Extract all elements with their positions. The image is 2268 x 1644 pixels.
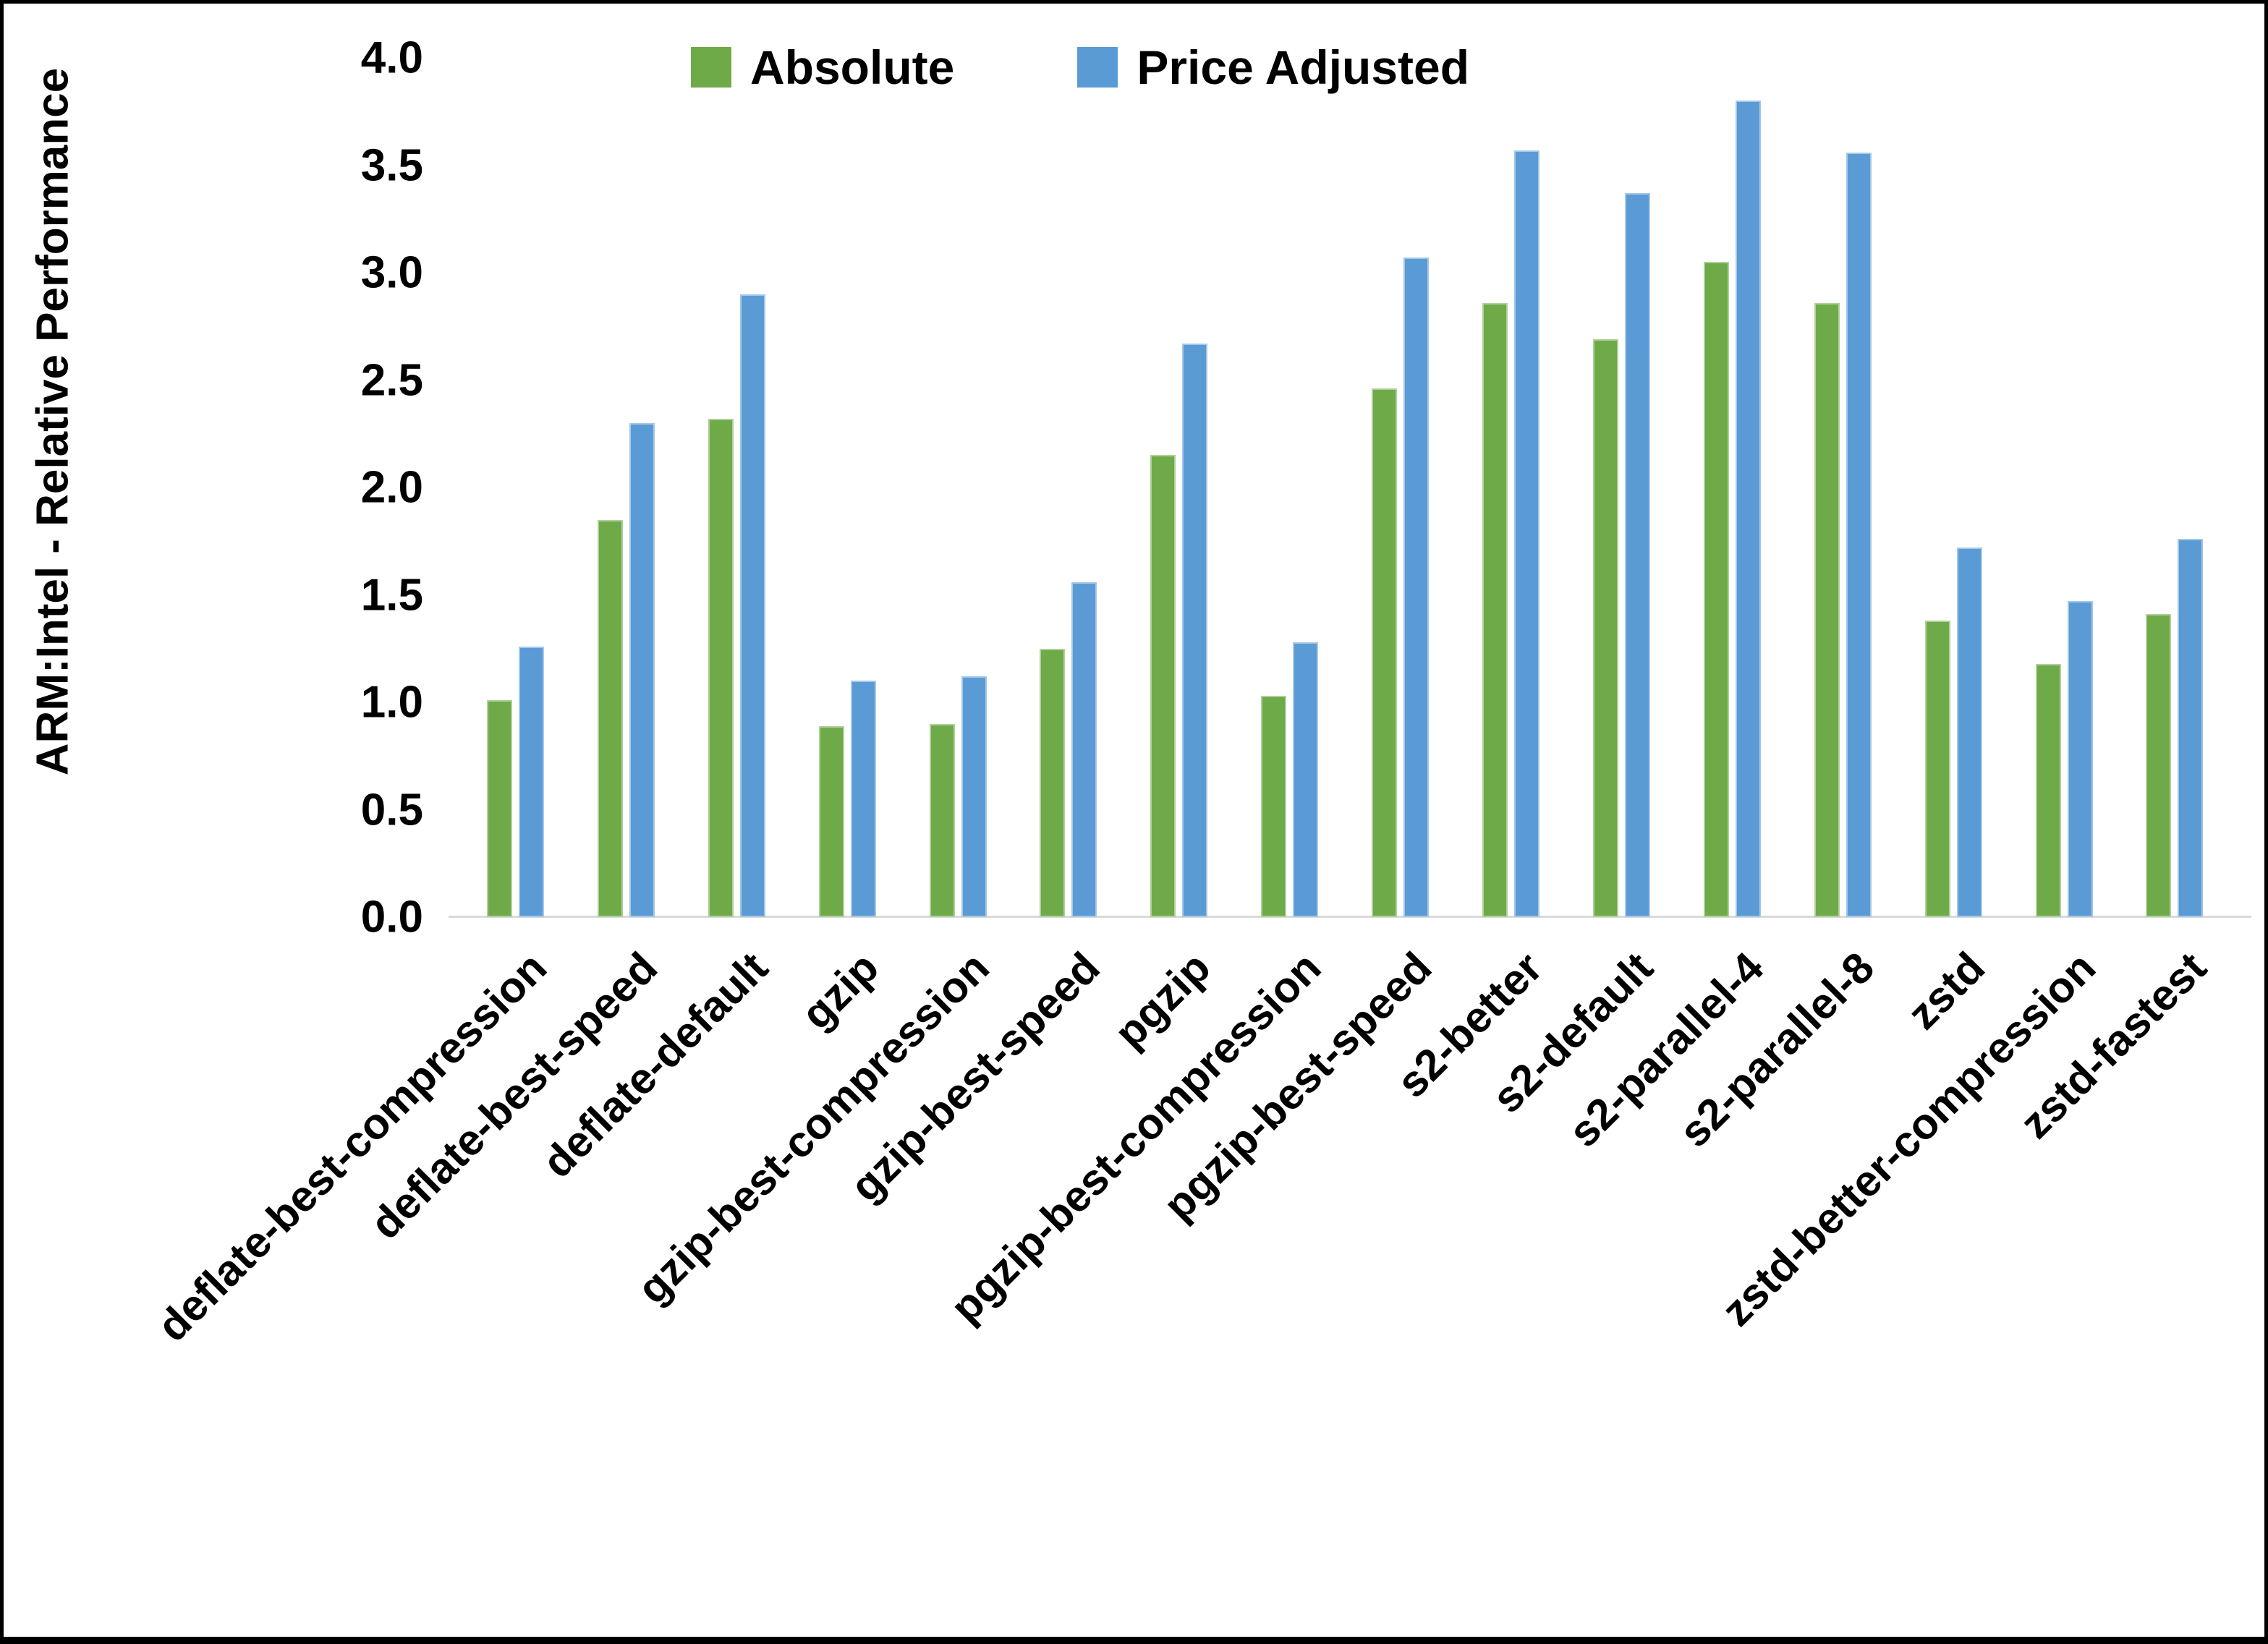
bar-price-adjusted-deflate-best-speed xyxy=(629,422,655,917)
x-axis-line xyxy=(449,916,2251,918)
bar-price-adjusted-gzip-best-speed xyxy=(1071,582,1097,917)
bar-absolute-gzip-best-compression xyxy=(929,723,955,917)
y-tick-label-3.5: 3.5 xyxy=(360,140,423,190)
y-tick-label-1.5: 1.5 xyxy=(360,570,423,620)
legend-item-absolute: Absolute xyxy=(691,40,954,95)
y-tick-label-0.0: 0.0 xyxy=(360,892,423,942)
bar-absolute-s2-parallel-8 xyxy=(1814,302,1840,917)
bar-absolute-s2-parallel-4 xyxy=(1703,262,1729,917)
bar-absolute-pgzip-best-speed xyxy=(1372,388,1398,917)
y-tick-label-2.5: 2.5 xyxy=(360,355,423,405)
legend-item-price-adjusted: Price Adjusted xyxy=(1077,40,1469,95)
bar-absolute-s2-better xyxy=(1482,302,1508,917)
bar-price-adjusted-zstd-better-compression xyxy=(2067,601,2093,917)
y-tick-label-1.0: 1.0 xyxy=(360,677,423,728)
bar-absolute-gzip-best-speed xyxy=(1040,648,1066,917)
bar-price-adjusted-s2-parallel-4 xyxy=(1735,101,1761,917)
bar-price-adjusted-deflate-default xyxy=(739,294,765,917)
bar-price-adjusted-pgzip xyxy=(1182,344,1208,917)
x-category-label-zstd: zstd xyxy=(1898,942,1995,1039)
bar-price-adjusted-s2-parallel-8 xyxy=(1846,152,1872,917)
bar-absolute-s2-default xyxy=(1592,339,1618,917)
legend-label-price-adjusted: Price Adjusted xyxy=(1137,41,1470,94)
bar-absolute-deflate-best-compression xyxy=(486,700,512,917)
bar-price-adjusted-s2-better xyxy=(1514,150,1540,917)
bar-absolute-zstd xyxy=(1924,621,1950,917)
bar-absolute-zstd-better-compression xyxy=(2035,663,2061,917)
x-category-label-gzip: gzip xyxy=(792,942,888,1039)
y-axis-title: ARM:Intel - Relative Performance xyxy=(27,67,78,776)
bar-price-adjusted-gzip xyxy=(850,681,876,917)
y-tick-label-3.0: 3.0 xyxy=(360,247,423,298)
bar-absolute-pgzip xyxy=(1150,455,1176,917)
bar-price-adjusted-gzip-best-compression xyxy=(961,676,987,917)
legend-label-absolute: Absolute xyxy=(750,41,955,94)
bar-absolute-deflate-best-speed xyxy=(597,519,623,917)
bar-absolute-gzip xyxy=(818,725,844,917)
y-tick-label-4.0: 4.0 xyxy=(360,33,423,83)
x-category-label-s2-parallel-8: s2-parallel-8 xyxy=(1670,942,1884,1157)
bar-absolute-deflate-default xyxy=(708,418,734,917)
bar-price-adjusted-deflate-best-compression xyxy=(518,646,544,917)
bar-price-adjusted-zstd xyxy=(1956,548,1982,917)
bar-price-adjusted-s2-default xyxy=(1624,193,1650,917)
y-tick-label-2.0: 2.0 xyxy=(360,462,423,513)
legend: Absolute Price Adjusted xyxy=(691,40,1469,95)
legend-swatch-absolute xyxy=(691,47,731,88)
y-tick-label-0.5: 0.5 xyxy=(360,785,423,835)
bar-absolute-pgzip-best-compression xyxy=(1261,696,1287,917)
bar-price-adjusted-pgzip-best-compression xyxy=(1293,642,1319,917)
bar-price-adjusted-zstd-fastest xyxy=(2178,539,2204,917)
bar-absolute-zstd-fastest xyxy=(2146,614,2172,917)
legend-swatch-price-adjusted xyxy=(1077,47,1118,88)
bar-price-adjusted-pgzip-best-speed xyxy=(1403,257,1430,917)
